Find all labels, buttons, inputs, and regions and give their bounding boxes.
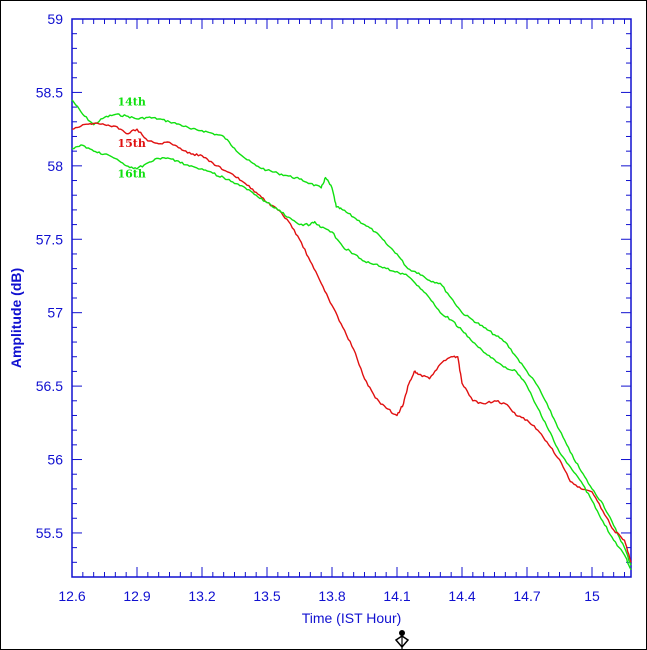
- x-tick-label: 15: [584, 588, 600, 604]
- series-labels: 14th 15th 16th: [118, 96, 146, 181]
- series-line-16th: [71, 144, 632, 571]
- y-tick-label: 59: [47, 11, 63, 27]
- x-tick-label: 14.7: [513, 588, 540, 604]
- x-tick-label: 12.6: [58, 588, 85, 604]
- y-tick-label: 55.5: [36, 525, 63, 541]
- y-tick-label: 56.5: [36, 378, 63, 394]
- series-label-14th: 14th: [118, 96, 146, 109]
- series-lines: [71, 99, 632, 571]
- series-label-16th: 16th: [118, 168, 146, 181]
- series-line-15th: [71, 122, 632, 563]
- x-axis-title: Time (IST Hour): [302, 610, 402, 626]
- x-tick-label: 12.9: [123, 588, 150, 604]
- x-tick-label: 13.2: [188, 588, 215, 604]
- y-tick-label: 58: [47, 158, 63, 174]
- x-tick-label: 14.4: [448, 588, 475, 604]
- x-tick-label: 13.8: [318, 588, 345, 604]
- y-tick-label: 58.5: [36, 84, 63, 100]
- y-tick-label: 56: [47, 452, 63, 468]
- plot-area: [71, 18, 632, 578]
- series-line-14th: [71, 99, 632, 566]
- y-tick-label: 57.5: [36, 231, 63, 247]
- y-axis-title: Amplitude (dB): [8, 268, 24, 368]
- x-tick-label: 14.1: [383, 588, 410, 604]
- y-tick-label: 57: [47, 305, 63, 321]
- series-label-15th: 15th: [118, 137, 146, 150]
- tick-marks: [71, 18, 631, 578]
- cursor-icon: [394, 630, 410, 650]
- tick-labels: 12.6 12.9 13.2 13.5 13.8 14.1 14.4 14.7 15 55.5 56…: [36, 11, 600, 604]
- x-tick-label: 13.5: [253, 588, 280, 604]
